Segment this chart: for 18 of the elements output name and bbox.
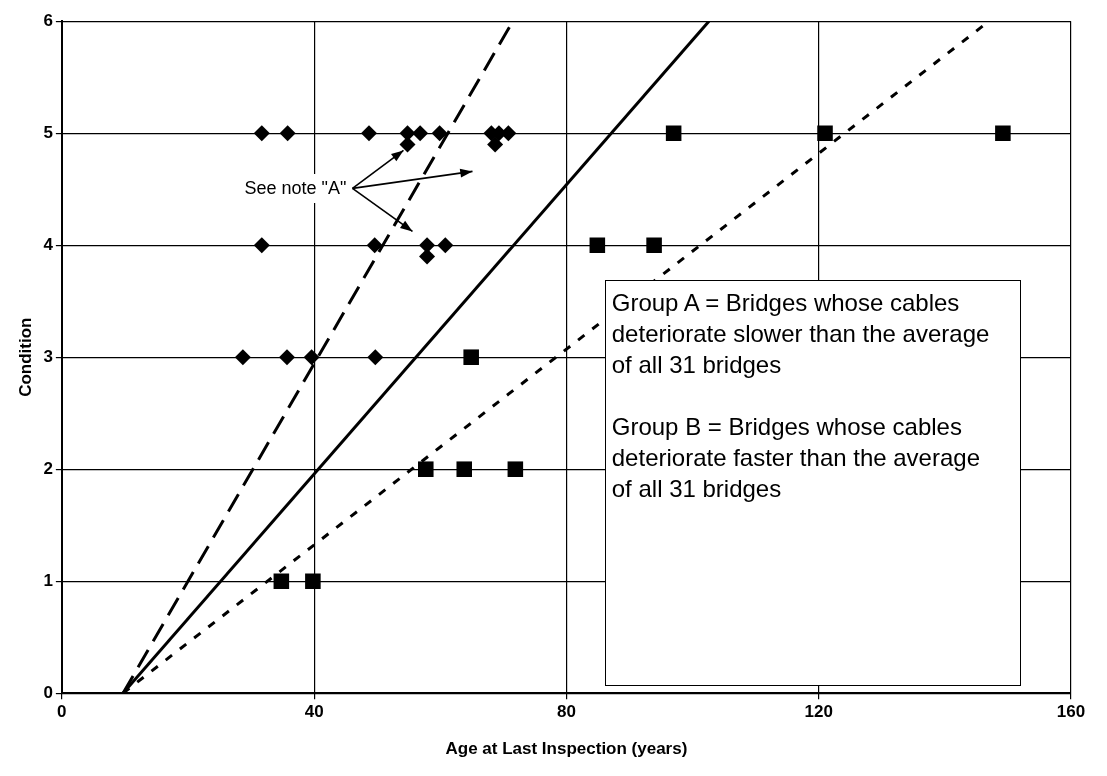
x-tick-label: 0 — [57, 702, 67, 722]
x-tick-label: 160 — [1056, 702, 1086, 722]
annotation: Group B = Bridges whose cables deteriorate faster than the average of all 31 bridges — [611, 411, 981, 504]
y-tick-label: 5 — [43, 122, 53, 142]
note-box: Group A = Bridges whose cables deteriorate slower than the average of all 31 bridges Group B = Bridges whose cables deteriorate faster than the average of all 31 bridges — [604, 279, 1021, 687]
annotation: Group A = Bridges whose cables deteriorate slower than the average of all 31 bridges — [611, 287, 990, 380]
y-tick-label: 6 — [43, 10, 53, 30]
x-tick-label: 80 — [556, 702, 576, 722]
y-tick-label: 0 — [43, 682, 53, 702]
y-axis-title: Condition — [15, 317, 35, 397]
annotation: See note "A" — [240, 173, 351, 203]
x-axis-title: Age at Last Inspection (years) — [445, 739, 688, 759]
y-tick-label: 4 — [43, 234, 54, 254]
y-tick-label: 1 — [43, 570, 53, 590]
x-tick-label: 120 — [804, 702, 833, 722]
y-tick-label: 3 — [43, 346, 53, 366]
y-tick-label: 2 — [43, 458, 53, 478]
x-tick-label: 40 — [304, 702, 324, 722]
